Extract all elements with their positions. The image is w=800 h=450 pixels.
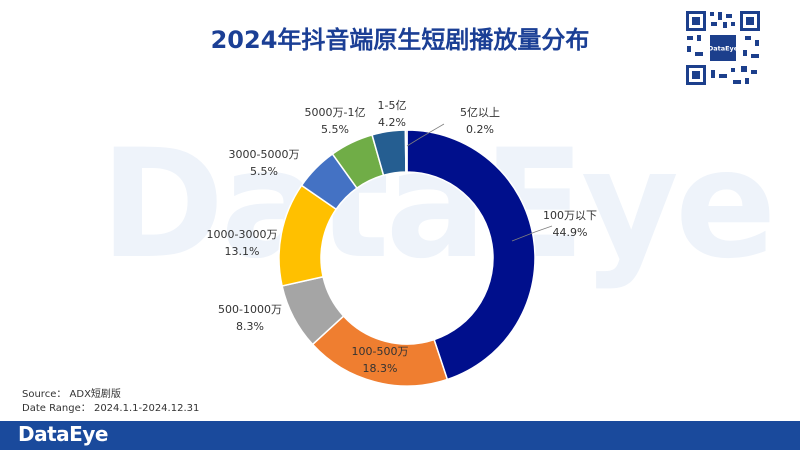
date-range-line: Date Range： 2024.1.1-2024.12.31 [22, 403, 200, 414]
slice-label-1-5: 1-5亿 [378, 99, 407, 112]
slice-100 [406, 129, 536, 381]
slice-label-5: 5亿以上 [460, 106, 500, 119]
slice-label-100: 100万以下 [543, 209, 597, 222]
qr-logo: DataEye [708, 45, 739, 53]
slice-5 [404, 129, 408, 173]
slice-label-3000-5000: 3000-5000万 [229, 148, 300, 161]
chart-title: 2024年抖音端原生短剧播放量分布 [210, 26, 590, 54]
slice-value-500-1000: 8.3% [236, 320, 264, 333]
leader-line-5 [406, 123, 445, 147]
brand-logo: DataEye [18, 422, 108, 446]
slice-label-5000-1: 5000万-1亿 [305, 106, 366, 119]
leader-line-100 [511, 225, 553, 242]
slice-value-1-5: 4.2% [378, 116, 406, 129]
slice-label-100-500: 100-500万 [352, 345, 409, 358]
source-note: Source： ADX短剧版 Date Range： 2024.1.1-2024… [22, 388, 199, 416]
qr-code: DataEye [683, 8, 763, 88]
slice-label-500-1000: 500-1000万 [218, 303, 282, 316]
slice-value-100-500: 18.3% [363, 362, 398, 375]
source-line: Source： ADX短剧版 [22, 389, 121, 400]
slice-value-5000-1: 5.5% [321, 123, 349, 136]
slice-value-1000-3000: 13.1% [225, 245, 260, 258]
slice-value-100: 44.9% [553, 226, 588, 239]
footer-bar: DataEye [0, 421, 800, 450]
slice-value-5: 0.2% [466, 123, 494, 136]
slice-label-1000-3000: 1000-3000万 [207, 228, 278, 241]
slice-value-3000-5000: 5.5% [250, 165, 278, 178]
